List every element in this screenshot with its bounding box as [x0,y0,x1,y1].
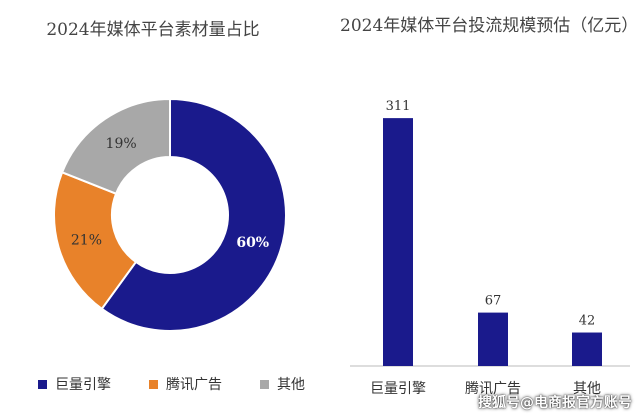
legend-item-other: 其他 [260,374,305,394]
donut-slice-other [60,97,171,195]
donut-label-tencent: 21% [71,232,102,248]
bar-chart-panel: 2024年媒体平台投流规模预估（亿元） 311 巨量引擎 67 腾讯广告 42 其他 [330,0,640,418]
watermark-text: 搜狐号@电商报官方账号 [478,395,632,411]
bar-value-label-other: 42 [579,314,596,329]
legend-item-tencent: 腾讯广告 [149,374,222,394]
legend-swatch-other [260,379,269,389]
donut-chart-title: 2024年媒体平台素材量占比 [46,20,260,40]
bar-chart-title: 2024年媒体平台投流规模预估（亿元） [340,16,639,36]
bar-category-label-other: 其他 [573,381,601,397]
donut-slice-juliang [100,97,287,332]
bar-other [572,332,602,366]
donut-chart: 60% 21% 19% [53,97,287,332]
legend-swatch-juliang [38,379,47,389]
bar-value-label-tencent: 67 [485,294,502,309]
donut-label-other: 19% [106,136,137,152]
legend-label-juliang: 巨量引擎 [55,377,111,393]
donut-label-juliang: 60% [236,235,269,251]
legend-swatch-tencent [149,379,158,389]
donut-chart-panel: 2024年媒体平台素材量占比 60% 21% 19% 巨量引擎 腾讯广告 其他 [38,20,305,394]
bar-category-label-tencent: 腾讯广告 [465,380,521,397]
donut-slice-tencent [53,170,138,311]
legend-label-other: 其他 [277,377,305,393]
bar-juliang [383,118,413,366]
legend-item-juliang: 巨量引擎 [38,374,111,394]
bar-category-label-juliang: 巨量引擎 [370,381,426,397]
bar-tencent [478,312,508,366]
legend-label-tencent: 腾讯广告 [166,377,222,393]
donut-legend: 巨量引擎 腾讯广告 其他 [38,374,305,394]
bar-chart: 311 巨量引擎 67 腾讯广告 42 其他 [350,99,630,397]
bar-value-label-juliang: 311 [386,99,411,114]
